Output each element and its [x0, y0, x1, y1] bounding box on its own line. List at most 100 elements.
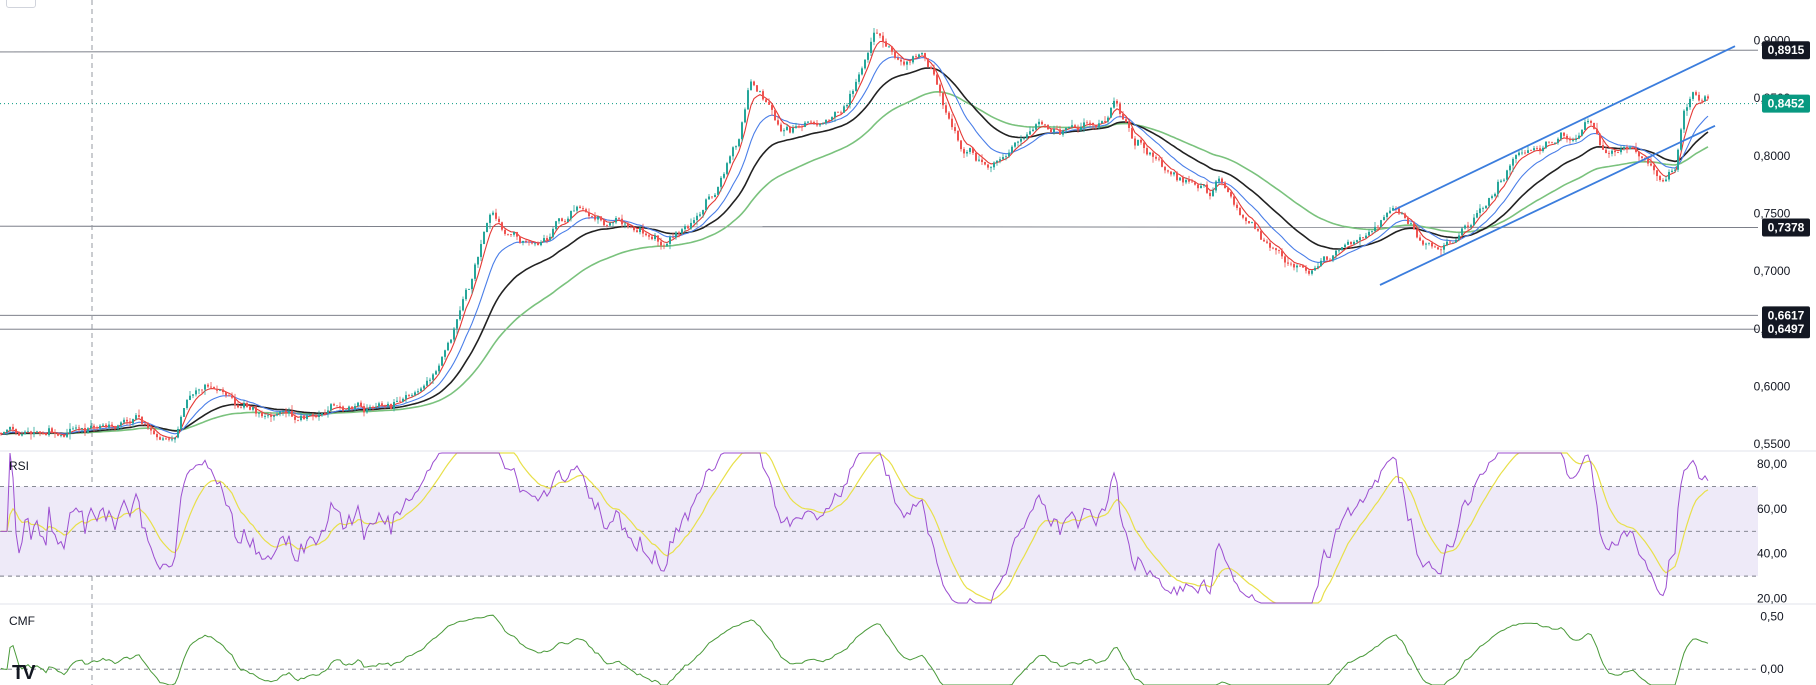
candle-body: [285, 410, 287, 414]
candle-body: [717, 186, 719, 195]
candle-body: [1560, 132, 1562, 139]
candle-body: [1320, 260, 1322, 267]
candle-body: [546, 238, 548, 240]
rsi-line: [1, 452, 1709, 604]
candle-body: [1071, 125, 1073, 127]
candle-body: [348, 406, 350, 411]
candle-body: [495, 212, 497, 219]
candle-body: [861, 68, 863, 75]
candle-body: [0, 432, 2, 435]
candle-body: [1329, 259, 1331, 261]
candle-body: [1137, 139, 1139, 146]
candle-body: [942, 92, 944, 106]
candle-body: [378, 403, 380, 407]
candle-body: [1524, 152, 1526, 154]
candle-body: [306, 415, 308, 419]
candle-body: [504, 229, 506, 234]
candle-body: [900, 59, 902, 62]
moving-average-line: [0, 56, 1709, 435]
candle-body: [168, 438, 170, 440]
candle-body: [978, 159, 980, 161]
rsi-band: [0, 486, 1758, 577]
candle-body: [882, 35, 884, 42]
price-axis[interactable]: 0,55000,60000,65000,70000,75000,80000,85…: [1754, 33, 1810, 676]
cmf-tick-label: 0,50: [1760, 610, 1784, 624]
candle-body: [27, 431, 29, 433]
price-pane[interactable]: [0, 0, 1759, 685]
candle-body: [1512, 158, 1514, 166]
candle-body: [1398, 208, 1400, 214]
candle-body: [744, 109, 746, 123]
candle-body: [1464, 225, 1466, 229]
candle-body: [72, 428, 74, 430]
candle-body: [1593, 122, 1595, 129]
candle-body: [1230, 192, 1232, 197]
candle-body: [624, 223, 626, 225]
level-price-tag: 0,8915: [1768, 43, 1805, 57]
candle-body: [873, 32, 875, 42]
candle-body: [105, 424, 107, 428]
candle-body: [876, 32, 878, 34]
candle-body: [1296, 265, 1298, 268]
candle-body: [402, 398, 404, 402]
candle-body: [1089, 122, 1091, 124]
candle-body: [1218, 178, 1220, 182]
candle-body: [231, 395, 233, 398]
candle-body: [228, 395, 230, 397]
candle-body: [252, 407, 254, 410]
candle-body: [813, 121, 815, 123]
candle-body: [921, 53, 923, 55]
candle-body: [693, 220, 695, 223]
candle-body: [753, 81, 755, 86]
layout-toggle-button[interactable]: [6, 0, 36, 8]
candle-body: [786, 126, 788, 131]
candle-body: [1671, 170, 1673, 172]
candle-body: [759, 91, 761, 92]
candle-body: [1542, 147, 1544, 152]
candle-body: [789, 126, 791, 133]
candle-body: [1302, 265, 1304, 268]
candle-body: [9, 426, 11, 430]
candle-body: [126, 419, 128, 422]
candle-body: [519, 236, 521, 243]
candle-body: [1605, 149, 1607, 154]
support-resistance-line: [0, 49, 1759, 53]
candle-body: [1248, 221, 1250, 224]
candle-body: [1566, 135, 1568, 140]
candle-body: [1134, 138, 1136, 146]
candle-body: [1368, 231, 1370, 236]
candle-body: [636, 230, 638, 233]
rsi-tick-label: 60,00: [1757, 502, 1787, 516]
candle-body: [60, 435, 62, 437]
cmf-pane[interactable]: CMF: [0, 603, 1816, 685]
candle-body: [138, 415, 140, 417]
candle-body: [1044, 124, 1046, 126]
candle-body: [1575, 138, 1577, 141]
candle-body: [501, 222, 503, 230]
candle-body: [657, 235, 659, 242]
candle-body: [1056, 128, 1058, 130]
candle-body: [549, 236, 551, 240]
candle-body: [1002, 157, 1004, 160]
candle-body: [1659, 176, 1661, 181]
candle-body: [1326, 256, 1328, 260]
candle-body: [462, 299, 464, 311]
candle-body: [1038, 121, 1040, 125]
candle-body: [384, 405, 386, 407]
candle-body: [408, 395, 410, 396]
candle-body: [1194, 182, 1196, 185]
candle-body: [453, 328, 455, 340]
candle-body: [63, 435, 65, 437]
candle-body: [951, 118, 953, 128]
candle-body: [1122, 113, 1124, 120]
last-price-tag-bg: [1762, 94, 1810, 113]
candle-body: [225, 392, 227, 396]
rsi-pane[interactable]: RSI: [0, 450, 1816, 604]
candle-body: [597, 216, 599, 220]
moving-average-line: [0, 67, 1709, 435]
candle-body: [1107, 117, 1109, 122]
candle-body: [954, 127, 956, 131]
candle-body: [489, 214, 491, 223]
candle-body: [1128, 122, 1130, 128]
